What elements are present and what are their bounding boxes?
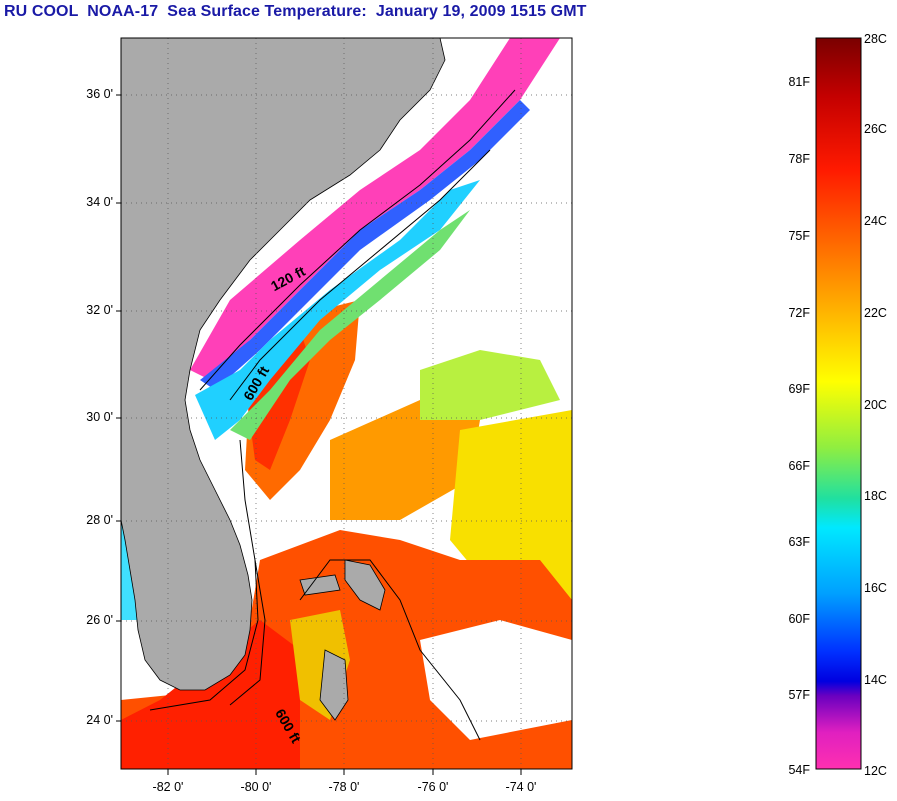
colorbar-f-label: 60F (788, 612, 810, 626)
bahamas-abaco (344, 559, 386, 611)
colorbar-c-label: 14C (864, 673, 887, 687)
colorbar-f-label: 72F (788, 306, 810, 320)
cool-shelf-cyan (195, 180, 480, 440)
lon-label: -82 0' (152, 780, 184, 794)
colorbar-c-label: 24C (864, 214, 887, 228)
lon-label: -76 0' (417, 780, 449, 794)
lon-label: -78 0' (328, 780, 360, 794)
cold-shelf-blue (200, 100, 530, 390)
colorbar-c-label: 22C (864, 306, 887, 320)
colorbar-f-label: 66F (788, 459, 810, 473)
lat-label: 28 0' (86, 513, 113, 527)
axis-ticks (116, 94, 522, 775)
colorbar-f-label: 63F (788, 535, 810, 549)
bahamas-andros (319, 649, 349, 721)
lon-label: -80 0' (240, 780, 272, 794)
south-cloud-patch (420, 620, 572, 740)
colorbar-c-label: 12C (864, 764, 887, 778)
graticule (121, 38, 572, 769)
lon-label: -74 0' (505, 780, 537, 794)
colorbar-c-label: 18C (864, 489, 887, 503)
lat-label: 36 0' (86, 87, 113, 101)
shelf-green (230, 210, 470, 440)
central-warm-patch (330, 400, 480, 520)
colorbar-c-label: 26C (864, 122, 887, 136)
colorbar-f-label: 54F (788, 763, 810, 777)
east-yellow-patch (450, 410, 572, 600)
lat-label: 30 0' (86, 410, 113, 424)
isobaths (149, 89, 516, 741)
east-green-patch (420, 350, 560, 420)
colorbar-f-label: 57F (788, 688, 810, 702)
lat-label: 32 0' (86, 303, 113, 317)
colorbar-c-label: 20C (864, 398, 887, 412)
bahamas-grand (299, 574, 341, 596)
colorbar-f-label: 78F (788, 152, 810, 166)
us-southeast-land (121, 38, 446, 691)
colorbar-c-label: 28C (864, 32, 887, 46)
south-red-patch (121, 620, 300, 769)
map-title: RU COOL NOAA-17 Sea Surface Temperature:… (4, 3, 587, 20)
lat-label: 26 0' (86, 613, 113, 627)
colorbar (815, 37, 862, 770)
colorbar-f-label: 69F (788, 382, 810, 396)
colorbar-f-label: 75F (788, 229, 810, 243)
colorbar-c-label: 16C (864, 581, 887, 595)
map-border (120, 37, 573, 770)
lat-label: 34 0' (86, 195, 113, 209)
lat-label: 24 0' (86, 713, 113, 727)
colorbar-f-label: 81F (788, 75, 810, 89)
cold-shelf-magenta (190, 38, 560, 380)
